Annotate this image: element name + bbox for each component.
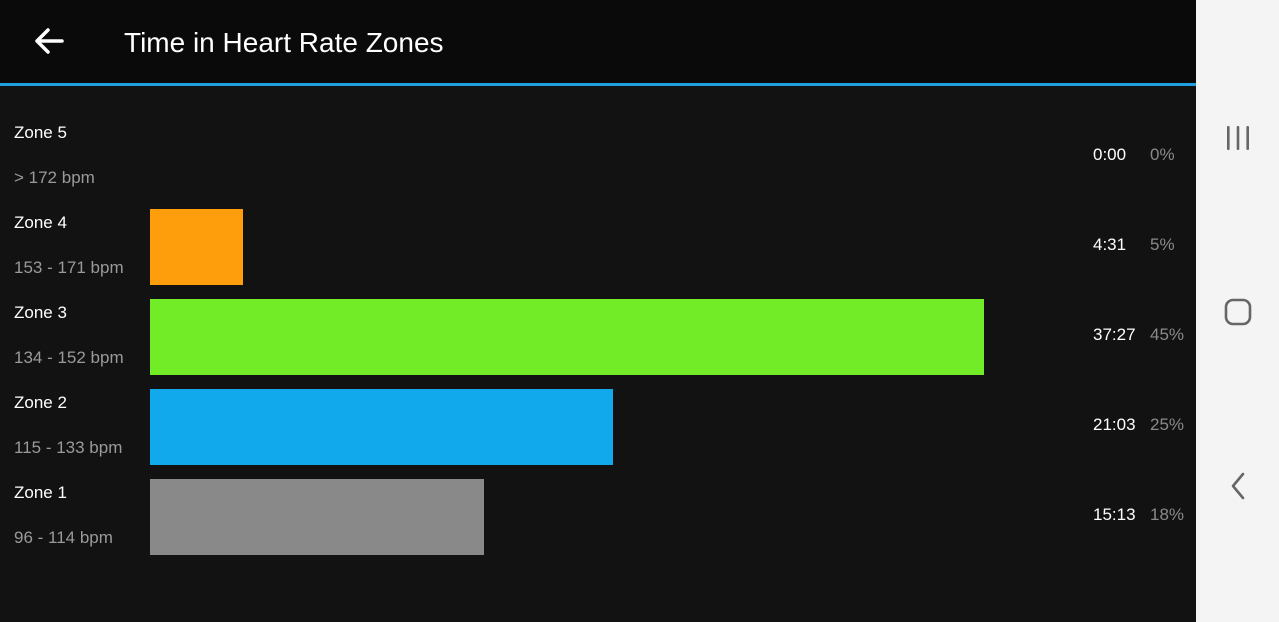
zone-row: Zone 5 > 172 bpm 0:00 0% (0, 122, 1196, 212)
app-screen: Time in Heart Rate Zones Zone 5 > 172 bpm… (0, 0, 1196, 572)
zone-bar (150, 209, 243, 285)
zone-row: Zone 4 153 - 171 bpm 4:31 5% (0, 209, 1196, 302)
zone-time: 21:03 (1093, 415, 1136, 434)
home-button[interactable] (1196, 282, 1279, 342)
zone-name: Zone 5 (14, 123, 67, 142)
back-chevron-icon (1231, 472, 1244, 500)
arrow-left-icon (35, 28, 64, 54)
zone-name: Zone 2 (14, 393, 67, 412)
zone-percent: 5% (1150, 235, 1175, 254)
zone-bpm-range: 134 - 152 bpm (14, 348, 124, 367)
zone-time: 37:27 (1093, 325, 1136, 344)
zone-name: Zone 4 (14, 213, 67, 232)
zone-bar (150, 479, 484, 555)
app-header: Time in Heart Rate Zones (0, 0, 1196, 83)
zone-time: 0:00 (1093, 145, 1127, 164)
zone-percent: 45% (1150, 325, 1185, 344)
system-navigation-bar (1196, 0, 1279, 622)
system-back-button[interactable] (1196, 456, 1279, 516)
zone-row: Zone 1 96 - 114 bpm 15:13 18% (0, 479, 1196, 572)
zone-percent: 0% (1150, 145, 1175, 164)
zone-name: Zone 1 (14, 483, 67, 502)
zone-bpm-range: 115 - 133 bpm (14, 438, 123, 457)
zone-bar (150, 299, 984, 375)
zone-name: Zone 3 (14, 303, 67, 322)
zone-bpm-range: 153 - 171 bpm (14, 258, 124, 277)
zone-percent: 25% (1150, 415, 1185, 434)
zone-bpm-range: > 172 bpm (14, 168, 95, 187)
back-button[interactable] (28, 20, 70, 62)
page-title: Time in Heart Rate Zones (124, 27, 444, 58)
zone-row: Zone 3 134 - 152 bpm 37:27 45% (0, 299, 1196, 392)
zone-bar (150, 389, 613, 465)
zone-time: 15:13 (1093, 505, 1136, 524)
header-divider (0, 83, 1196, 86)
zone-time: 4:31 (1093, 235, 1127, 254)
recents-icon (1226, 126, 1249, 150)
zone-bpm-range: 96 - 114 bpm (14, 528, 113, 547)
zone-row: Zone 2 115 - 133 bpm 21:03 25% (0, 389, 1196, 482)
home-icon (1224, 298, 1251, 326)
recents-button[interactable] (1196, 108, 1279, 168)
zone-percent: 18% (1150, 505, 1185, 524)
